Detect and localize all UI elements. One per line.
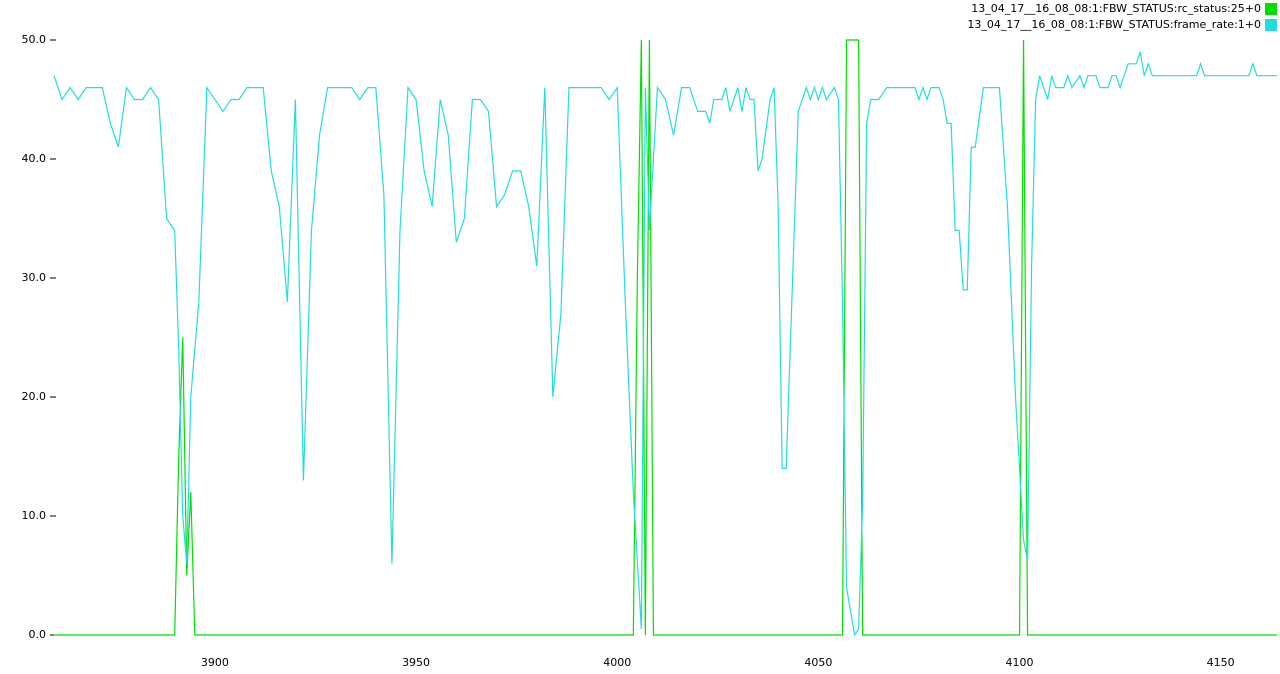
legend-label: 13_04_17__16_08_08:1:FBW_STATUS:rc_statu… <box>971 2 1261 15</box>
y-tick-label: 20.0 <box>22 390 47 403</box>
x-tick-label: 4100 <box>1006 656 1034 669</box>
y-tick-label: 0.0 <box>29 628 47 641</box>
x-tick-label: 3900 <box>201 656 229 669</box>
legend-label: 13_04_17__16_08_08:1:FBW_STATUS:frame_ra… <box>967 18 1261 31</box>
legend-swatch <box>1265 3 1277 15</box>
x-tick-label: 4150 <box>1207 656 1235 669</box>
legend-swatch <box>1265 19 1277 31</box>
series-line <box>53 51 1277 637</box>
x-tick-label: 4050 <box>804 656 832 669</box>
series-line <box>54 39 1277 636</box>
x-tick-label: 4000 <box>603 656 631 669</box>
y-tick-label: 50.0 <box>22 33 47 46</box>
y-tick-label: 10.0 <box>22 509 47 522</box>
y-tick-label: 40.0 <box>22 152 47 165</box>
y-tick-label: 30.0 <box>22 271 47 284</box>
x-tick-label: 3950 <box>402 656 430 669</box>
